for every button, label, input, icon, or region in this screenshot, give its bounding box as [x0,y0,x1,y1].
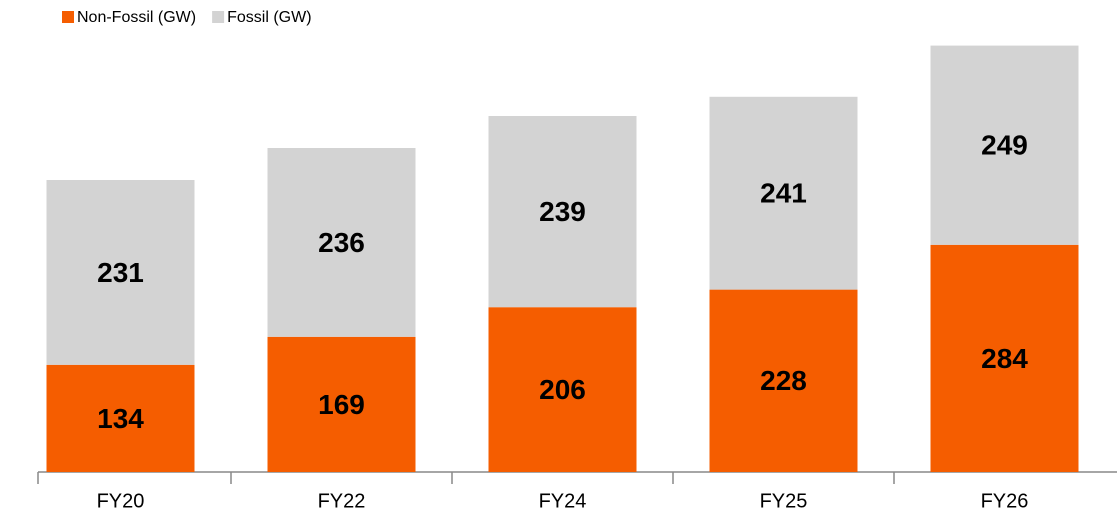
legend-label: Fossil (GW) [227,9,311,26]
data-label: 134 [97,403,144,434]
x-tick-label: FY24 [539,490,587,512]
x-tick-label: FY26 [981,490,1029,512]
bar-segment [46,364,195,472]
x-tick-label: FY20 [97,490,145,512]
bar-segment [709,289,858,472]
bar-segment [930,244,1079,472]
x-tick-label: FY25 [760,490,808,512]
bar-segment [46,180,195,365]
data-label: 206 [539,374,586,405]
data-label: 231 [97,257,144,288]
legend-swatch [62,11,74,23]
data-label: 241 [760,178,807,209]
legend-label: Non-Fossil (GW) [77,9,196,26]
legend-swatch [212,11,225,23]
bar-segment [488,116,637,308]
data-label: 228 [760,365,807,396]
bar-segment [709,96,858,290]
x-tick-label: FY22 [318,490,366,512]
data-label: 249 [981,130,1028,161]
data-label: 169 [318,389,365,420]
bar-segment [267,336,416,472]
data-label: 236 [318,227,365,258]
bar-segment [488,307,637,472]
bar-segment [930,45,1079,245]
data-label: 239 [539,196,586,227]
data-label: 284 [981,343,1028,374]
bar-segment [267,148,416,337]
